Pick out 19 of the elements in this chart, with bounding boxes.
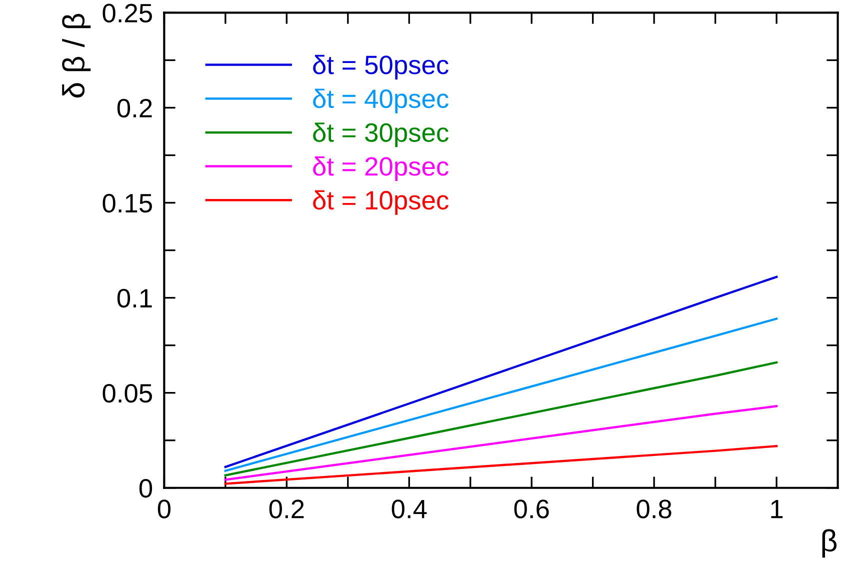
- x-tick-label: 0.4: [392, 500, 427, 518]
- x-axis-title: β: [822, 529, 837, 558]
- x-tick-label: 0.6: [514, 500, 549, 518]
- y-tick-label: 0.25: [102, 4, 152, 22]
- y-tick-label: 0.1: [117, 288, 152, 308]
- legend-label: δt = 50psec: [313, 54, 448, 80]
- x-tick-label: 0: [158, 500, 170, 518]
- legend-label: δt = 40psec: [313, 88, 448, 114]
- x-tick-label: 0.2: [269, 500, 304, 518]
- y-tick-label: 0: [139, 479, 152, 498]
- legend-label: δt = 10psec: [313, 190, 448, 215]
- legend-label: δt = 30psec: [313, 122, 448, 148]
- x-tick-label: 0.8: [636, 500, 672, 518]
- y-axis-title: δ β / β: [62, 14, 91, 98]
- y-tick-label: 0.05: [102, 384, 152, 403]
- legend-label: δt = 20psec: [313, 156, 448, 181]
- y-tick-label: 0.2: [117, 98, 152, 118]
- y-tick-label: 0.15: [102, 194, 152, 213]
- x-tick-label: 1: [771, 500, 783, 518]
